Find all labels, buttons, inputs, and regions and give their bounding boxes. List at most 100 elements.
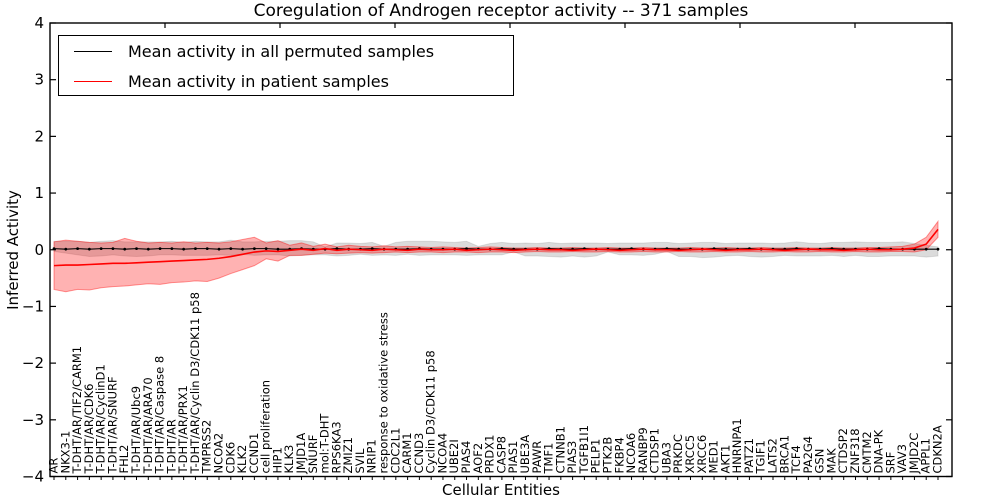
patient-band [53, 219, 939, 293]
y-tick-label: −3 [22, 411, 44, 429]
permuted-marker [217, 247, 221, 251]
x-tick-label: T-DHT/AR/Cyclin D3/CDK11 p58 [188, 292, 202, 474]
x-tick-label: XRCC5 [683, 435, 697, 474]
permuted-marker [924, 247, 928, 251]
x-tick-label: NCOA6 [624, 433, 638, 474]
y-tick-label: −2 [22, 354, 44, 372]
permuted-marker [465, 247, 468, 251]
y-axis-label: Inferred Activity [4, 190, 22, 310]
permuted-marker [276, 247, 280, 251]
x-tick-label: PA2G4 [801, 436, 815, 474]
x-tick-label: PIAS3 [565, 441, 579, 474]
x-tick-label: NKX3-1 [58, 431, 72, 474]
x-tick-label: CASP8 [494, 436, 508, 473]
y-tick-label: 1 [34, 184, 44, 202]
permuted-marker [335, 247, 339, 251]
x-tick-label: PELP1 [589, 439, 603, 474]
x-tick-label: PIAS4 [459, 441, 473, 474]
x-tick-label: APPL1 [919, 438, 933, 473]
permuted-marker [87, 247, 91, 251]
x-tick-label: TGIF1 [754, 440, 768, 474]
permuted-line-swatch [74, 50, 112, 52]
x-tick-label: T-DHT/AR [164, 419, 178, 474]
permuted-marker [135, 247, 138, 251]
x-tick-label: RANBP9 [636, 427, 650, 473]
permuted-marker [99, 247, 103, 251]
legend-label-patient: Mean activity in patient samples [128, 71, 389, 91]
x-tick-label: T-DHT/AR/PRX1 [176, 385, 190, 474]
x-tick-label: cell proliferation [259, 380, 273, 474]
y-tick-label: −4 [22, 468, 44, 486]
x-tick-label: PRDX1 [483, 435, 497, 474]
permuted-marker [76, 247, 79, 251]
permuted-marker [936, 247, 940, 251]
x-tick-label: CDK6 [223, 442, 237, 474]
x-tick-label: CTDSP2 [836, 428, 850, 473]
y-tick-label: 2 [34, 127, 44, 145]
x-tick-label: response to oxidative stress [377, 312, 391, 473]
y-tick-label: −1 [22, 297, 44, 315]
permuted-marker [370, 247, 374, 251]
x-tick-label: AR [47, 458, 61, 474]
y-tick-label: 3 [34, 71, 44, 89]
permuted-marker [205, 247, 209, 251]
chart-title: Coregulation of Androgen receptor activi… [253, 1, 749, 21]
x-tick-label: MED1 [707, 440, 721, 473]
legend-label-permuted: Mean activity in all permuted samples [128, 41, 435, 61]
x-tick-label: NCOA2 [212, 433, 226, 474]
permuted-marker [123, 247, 127, 251]
x-tick-label: MAK [824, 448, 838, 474]
y-tick-label: 0 [34, 241, 44, 259]
x-tick-label: GSN [813, 449, 827, 474]
permuted-marker [64, 247, 68, 251]
x-tick-label: AOF2 [471, 443, 485, 474]
x-tick-label: BRCA1 [777, 435, 791, 474]
permuted-marker [146, 247, 150, 251]
x-tick-label: TMPRSS2 [200, 420, 214, 475]
x-tick-label: KLK3 [282, 445, 296, 474]
x-tick-label: ZNF318 [848, 428, 862, 473]
x-tick-label: CARM1 [400, 432, 414, 473]
permuted-marker [241, 247, 244, 251]
x-tick-label: AKT1 [718, 445, 732, 474]
x-tick-label: FKBP4 [612, 437, 626, 473]
x-tick-label: CCND1 [247, 433, 261, 474]
x-tick-label: T-DHT/AR/Ubc9 [129, 386, 143, 475]
x-tick-label: LATS2 [765, 438, 779, 473]
x-tick-label: UBE3A [518, 435, 532, 474]
x-tick-label: HNRNPA1 [730, 418, 744, 473]
x-tick-label: UBA3 [659, 442, 673, 474]
patient-line [53, 228, 939, 267]
legend-item-permuted: Mean activity in all permuted samples [59, 36, 513, 66]
legend-item-patient: Mean activity in patient samples [59, 66, 513, 96]
x-tick-label: CCND3 [412, 433, 426, 474]
x-tick-label: TCF4 [789, 445, 803, 474]
x-tick-label: JMJD1A [294, 433, 308, 475]
permuted-marker [229, 247, 233, 251]
x-tick-label: Cyclin D3/CDK11 p58 [424, 350, 438, 473]
x-tick-label: HIP1 [270, 447, 284, 473]
x-axis-label: Cellular Entities [442, 481, 560, 499]
x-tick-label: SRF [883, 452, 897, 474]
x-tick-label: PRKDC [671, 434, 685, 473]
permuted-marker [182, 247, 186, 251]
x-tick-label: T-DHT/AR/CyclinD1 [94, 364, 108, 474]
x-tick-label: NCOA4 [435, 433, 449, 474]
x-tick-label: TGFB1I1 [577, 425, 591, 474]
x-tick-label: CTNNB1 [553, 426, 567, 473]
x-tick-label: CDC2L1 [388, 428, 402, 474]
x-tick-label: XRCC6 [695, 435, 709, 474]
x-tick-label: T-DHT/AR/CDK6 [82, 384, 96, 475]
x-tick-label: CTDSP1 [648, 428, 662, 473]
x-tick-label: KLK2 [235, 445, 249, 474]
x-tick-label: SVIL [353, 448, 367, 474]
x-tick-label: PIAS1 [506, 441, 520, 474]
permuted-marker [252, 247, 256, 251]
x-tick-label: mol:T-DHT [318, 413, 332, 474]
x-tick-label: FHL2 [117, 445, 131, 474]
x-tick-label: NRIP1 [365, 439, 379, 473]
x-tick-label: JMJD2C [907, 433, 921, 475]
permuted-marker [264, 247, 268, 251]
